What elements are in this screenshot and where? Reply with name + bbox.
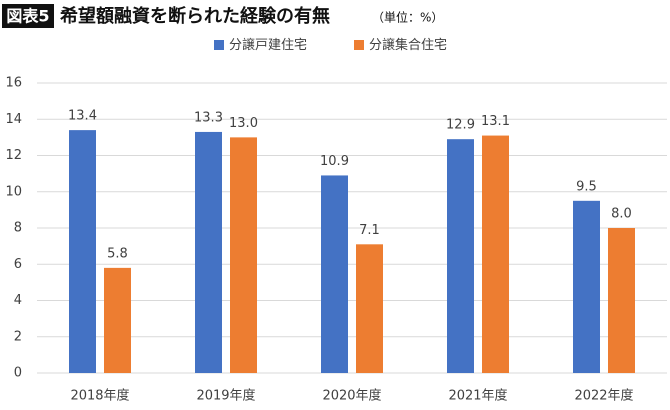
bar: [69, 130, 96, 373]
data-label: 7.1: [359, 223, 380, 238]
bar: [356, 244, 383, 373]
x-tick-label: 2020年度: [322, 388, 381, 404]
chart-title: 希望額融資を断られた経験の有無: [60, 5, 330, 27]
x-tick-label: 2018年度: [70, 388, 129, 404]
bar: [195, 131, 222, 373]
x-tick-label: 2019年度: [196, 388, 255, 404]
y-tick-label: 16: [5, 76, 22, 91]
bar: [482, 135, 509, 373]
y-tick-label: 4: [14, 293, 22, 308]
data-label: 12.9: [446, 118, 475, 133]
unit-note: （単位：%）: [372, 10, 443, 25]
data-label: 13.1: [481, 114, 510, 129]
y-tick-label: 14: [5, 112, 22, 127]
bar: [447, 139, 474, 373]
y-tick-label: 6: [14, 257, 22, 272]
x-tick-label: 2021年度: [448, 388, 507, 404]
legend-label: 分譲集合住宅: [369, 37, 447, 53]
legend-swatch: [214, 40, 224, 50]
data-label: 13.3: [194, 110, 223, 125]
data-label: 13.4: [68, 109, 97, 124]
y-tick-label: 10: [5, 184, 22, 199]
legend-swatch: [354, 40, 364, 50]
x-tick-label: 2022年度: [574, 388, 633, 404]
data-label: 13.0: [229, 116, 258, 131]
y-tick-label: 2: [14, 329, 22, 344]
y-tick-label: 0: [14, 366, 22, 381]
data-label: 10.9: [320, 154, 349, 169]
figure-label-box: [2, 4, 54, 28]
bar: [230, 137, 257, 373]
legend-label: 分譲戸建住宅: [229, 37, 307, 53]
data-label: 9.5: [576, 179, 597, 194]
bar: [608, 228, 635, 373]
bar: [321, 175, 348, 373]
figure-label: 図表5: [6, 7, 49, 26]
bar: [104, 267, 131, 373]
y-tick-label: 12: [5, 148, 22, 163]
data-label: 8.0: [611, 207, 632, 222]
y-tick-label: 8: [14, 221, 22, 236]
data-label: 5.8: [107, 246, 128, 261]
bar: [573, 200, 600, 373]
